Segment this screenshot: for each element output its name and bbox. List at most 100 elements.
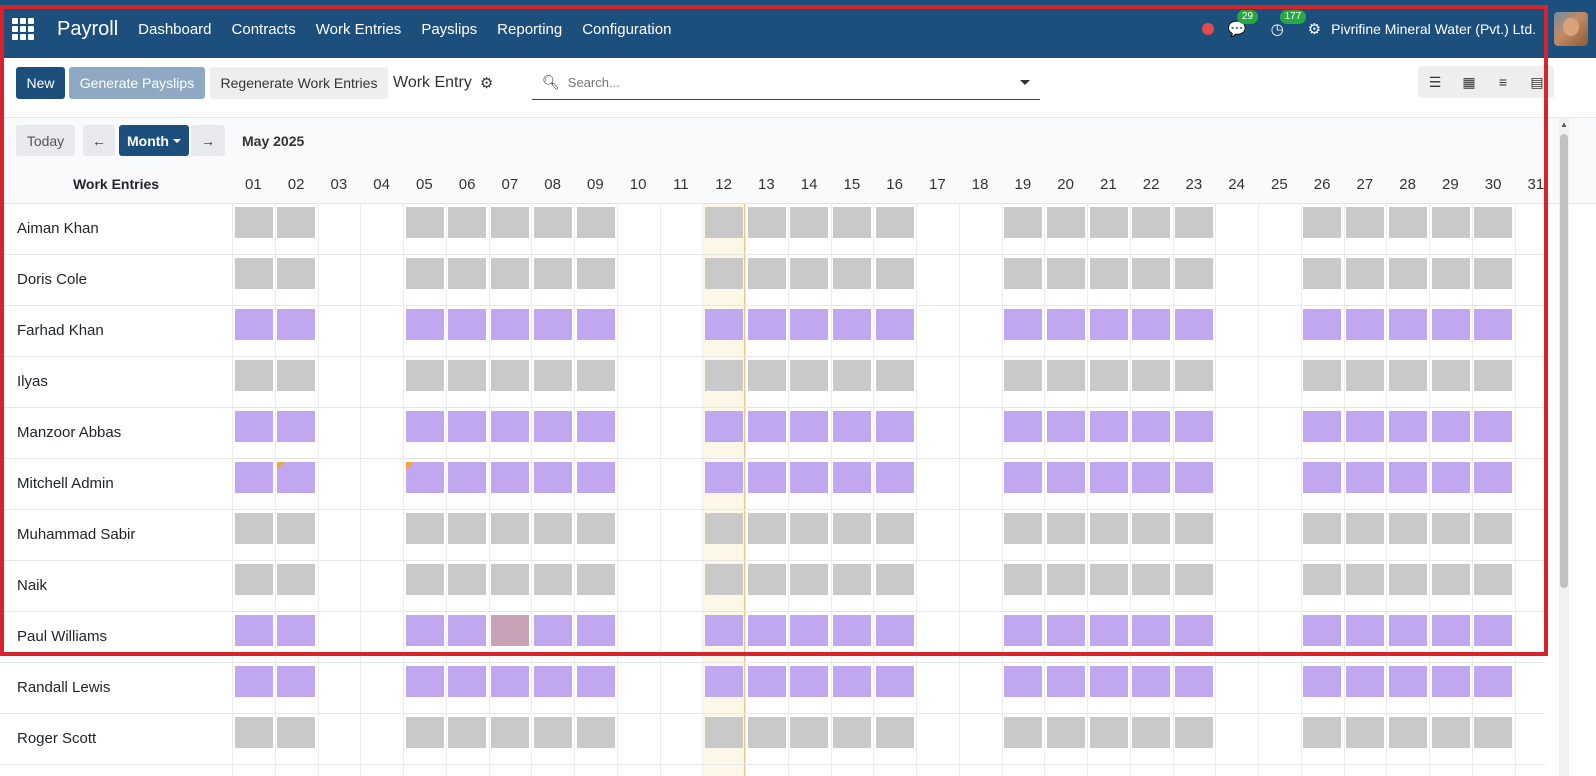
- employee-name[interactable]: Mitchell Admin: [17, 475, 114, 492]
- work-entry-27[interactable]: [1346, 513, 1384, 544]
- work-entry-29[interactable]: [1431, 513, 1470, 544]
- recording-dot-icon[interactable]: [1201, 23, 1214, 35]
- pivot-view-icon[interactable]: ▤: [1530, 73, 1544, 90]
- work-entry-09[interactable]: [576, 666, 615, 697]
- work-entry-08[interactable]: [533, 666, 572, 697]
- work-entry-21[interactable]: [1089, 207, 1128, 238]
- work-entry-19[interactable]: [1004, 462, 1042, 493]
- work-entry-23[interactable]: [1175, 717, 1213, 748]
- work-entry-07[interactable]: [491, 666, 529, 697]
- work-entry-28[interactable]: [1388, 666, 1427, 697]
- work-entry-26[interactable]: [1303, 411, 1342, 442]
- work-entry-06[interactable]: [448, 309, 487, 340]
- work-entry-23[interactable]: [1175, 666, 1213, 697]
- work-entry-19[interactable]: [1004, 666, 1042, 697]
- work-entry-06[interactable]: [448, 717, 487, 748]
- list-view-icon[interactable]: ≡: [1498, 74, 1508, 90]
- work-entry-21[interactable]: [1089, 513, 1128, 544]
- work-entry-12[interactable]: [704, 717, 743, 748]
- work-entry-27[interactable]: [1346, 717, 1384, 748]
- work-entry-06[interactable]: [448, 207, 487, 238]
- work-entry-14[interactable]: [790, 258, 829, 289]
- search-options-toggle-icon[interactable]: [1020, 80, 1030, 85]
- work-entry-30[interactable]: [1474, 258, 1513, 289]
- work-entry-15[interactable]: [833, 360, 871, 391]
- employee-name[interactable]: Doris Cole: [17, 271, 88, 288]
- work-entry-19[interactable]: [1004, 309, 1042, 340]
- work-entry-21[interactable]: [1089, 462, 1128, 493]
- work-entry-07[interactable]: [491, 513, 529, 544]
- work-entry-27[interactable]: [1346, 564, 1384, 595]
- work-entry-26[interactable]: [1303, 207, 1342, 238]
- work-entry-05[interactable]: [405, 309, 444, 340]
- menu-reporting[interactable]: Reporting: [497, 20, 563, 38]
- work-entry-06[interactable]: [448, 615, 487, 646]
- work-entry-12[interactable]: [704, 207, 743, 238]
- work-entry-13[interactable]: [747, 360, 786, 391]
- work-entry-15[interactable]: [833, 513, 871, 544]
- work-entry-14[interactable]: [790, 717, 829, 748]
- work-entry-22[interactable]: [1132, 258, 1171, 289]
- work-entry-14[interactable]: [790, 615, 829, 646]
- work-entry-08[interactable]: [533, 207, 572, 238]
- work-entry-15[interactable]: [833, 615, 871, 646]
- employee-name[interactable]: Ilyas: [17, 373, 48, 390]
- work-entry-02[interactable]: [277, 666, 316, 697]
- work-entry-08[interactable]: [533, 513, 572, 544]
- work-entry-22[interactable]: [1132, 411, 1171, 442]
- work-entry-28[interactable]: [1388, 717, 1427, 748]
- work-entry-15[interactable]: [833, 717, 871, 748]
- work-entry-30[interactable]: [1474, 564, 1513, 595]
- work-entry-08[interactable]: [533, 411, 572, 442]
- employee-name[interactable]: Paul Williams: [17, 628, 108, 645]
- menu-payslips[interactable]: Payslips: [421, 20, 478, 38]
- work-entry-01[interactable]: [234, 411, 273, 442]
- employee-name[interactable]: Aiman Khan: [17, 220, 99, 237]
- work-entry-14[interactable]: [790, 360, 829, 391]
- work-entry-02[interactable]: [277, 717, 316, 748]
- app-brand[interactable]: Payroll: [57, 17, 119, 40]
- work-entry-23[interactable]: [1175, 258, 1213, 289]
- work-entry-26[interactable]: [1303, 462, 1342, 493]
- work-entry-20[interactable]: [1046, 309, 1085, 340]
- work-entry-08[interactable]: [533, 717, 572, 748]
- work-entry-27[interactable]: [1346, 360, 1384, 391]
- work-entry-26[interactable]: [1303, 564, 1342, 595]
- work-entry-14[interactable]: [790, 411, 829, 442]
- work-entry-05[interactable]: [405, 564, 444, 595]
- work-entry-16[interactable]: [875, 258, 914, 289]
- apps-menu-icon[interactable]: [12, 18, 34, 40]
- work-entry-29[interactable]: [1431, 258, 1470, 289]
- work-entry-09[interactable]: [576, 564, 615, 595]
- work-entry-12[interactable]: [704, 666, 743, 697]
- work-entry-28[interactable]: [1388, 411, 1427, 442]
- work-entry-02[interactable]: [277, 513, 316, 544]
- work-entry-14[interactable]: [790, 462, 829, 493]
- work-entry-06[interactable]: [448, 258, 487, 289]
- menu-configuration[interactable]: Configuration: [582, 20, 672, 38]
- work-entry-09[interactable]: [576, 411, 615, 442]
- work-entry-07[interactable]: [491, 717, 529, 748]
- work-entry-19[interactable]: [1004, 717, 1042, 748]
- work-entry-08[interactable]: [533, 309, 572, 340]
- work-entry-22[interactable]: [1132, 207, 1171, 238]
- work-entry-05[interactable]: [405, 717, 444, 748]
- work-entry-29[interactable]: [1431, 411, 1470, 442]
- work-entry-22[interactable]: [1132, 615, 1171, 646]
- work-entry-27[interactable]: [1346, 207, 1384, 238]
- work-entry-06[interactable]: [448, 564, 487, 595]
- new-button[interactable]: New: [16, 67, 65, 99]
- work-entry-29[interactable]: [1431, 207, 1470, 238]
- work-entry-05[interactable]: [405, 513, 444, 544]
- work-entry-16[interactable]: [875, 462, 914, 493]
- work-entry-02[interactable]: [277, 309, 316, 340]
- work-entry-26[interactable]: [1303, 309, 1342, 340]
- work-entry-07[interactable]: [491, 615, 529, 646]
- work-entry-30[interactable]: [1474, 360, 1513, 391]
- work-entry-07[interactable]: [491, 360, 529, 391]
- work-entry-19[interactable]: [1004, 564, 1042, 595]
- work-entry-30[interactable]: [1474, 513, 1513, 544]
- work-entry-13[interactable]: [747, 513, 786, 544]
- work-entry-23[interactable]: [1175, 309, 1213, 340]
- work-entry-21[interactable]: [1089, 666, 1128, 697]
